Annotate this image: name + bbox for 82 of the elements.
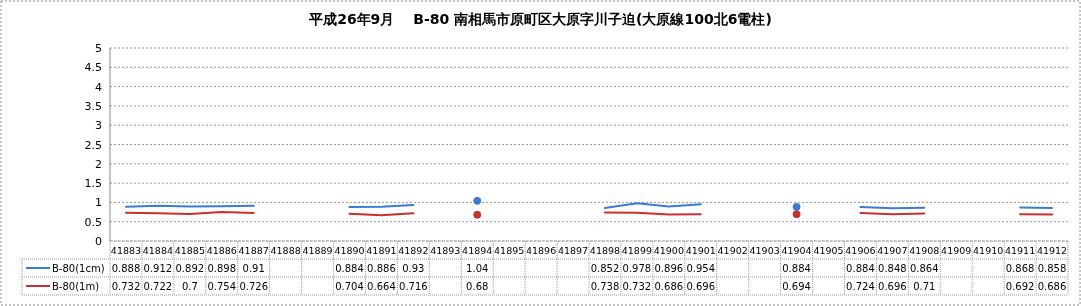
x-tick-label: 41888	[270, 245, 301, 256]
data-label: 0.896	[654, 263, 684, 274]
data-label: 0.954	[686, 263, 716, 274]
chart-title: 平成26年9月 B-80 南相馬市原町区大原字川子迫(大原線100北6電柱)	[308, 11, 772, 27]
y-tick-label: 0	[95, 235, 102, 248]
x-tick-label: 41898	[589, 245, 621, 256]
x-tick-label: 41904	[781, 245, 812, 256]
data-label: 0.898	[207, 263, 237, 274]
y-tick-label: 5	[95, 42, 102, 55]
x-tick-label: 41901	[685, 245, 716, 256]
data-label: 0.7	[181, 281, 198, 292]
x-tick-label: 41906	[845, 245, 876, 256]
y-tick-label: 3	[95, 119, 102, 133]
data-label: 0.68	[466, 281, 489, 292]
y-tick-label: 4	[95, 80, 102, 94]
data-label: 0.722	[143, 281, 173, 292]
data-label: 0.754	[207, 281, 237, 292]
x-tick-label: 41889	[302, 245, 333, 256]
x-tick-label: 41912	[1036, 245, 1068, 256]
x-tick-label: 41897	[557, 245, 589, 256]
y-tick-label: 2.5	[84, 138, 102, 152]
x-tick-label: 41884	[142, 245, 174, 256]
data-label: 0.858	[1037, 263, 1067, 274]
x-tick-label: 41885	[174, 245, 205, 256]
data-label: 0.848	[878, 263, 907, 274]
data-label: 0.692	[1005, 281, 1035, 292]
legend-label: B-80(1m)	[52, 281, 100, 292]
data-label: 0.868	[1005, 263, 1035, 274]
data-label: 1.04	[466, 263, 489, 274]
y-tick-label: 2	[95, 157, 102, 171]
x-tick-label: 41886	[206, 245, 237, 256]
x-tick-label: 41894	[462, 245, 493, 256]
x-tick-label: 41902	[717, 245, 748, 256]
x-tick-label: 41899	[621, 245, 653, 256]
x-tick-label: 41892	[398, 245, 429, 256]
x-tick-label: 41893	[430, 245, 461, 256]
data-label: 0.892	[175, 263, 205, 274]
x-tick-label: 41891	[366, 245, 397, 256]
x-tick-label: 41900	[653, 245, 684, 256]
x-tick-label: 41911	[1004, 245, 1036, 256]
data-label: 0.686	[1037, 281, 1067, 292]
data-label: 0.71	[913, 281, 936, 292]
data-label: 0.912	[143, 263, 173, 274]
data-label: 0.732	[111, 281, 141, 292]
y-tick-label: 3.5	[84, 99, 102, 113]
x-tick-label: 41887	[238, 245, 269, 256]
data-label: 0.726	[239, 281, 269, 292]
x-tick-label: 41903	[749, 245, 780, 256]
x-tick-label: 41905	[813, 245, 844, 256]
data-label: 0.884	[846, 263, 875, 274]
data-label: 0.886	[367, 263, 396, 274]
data-label: 0.732	[622, 281, 652, 292]
data-label: 0.724	[846, 281, 875, 292]
x-tick-label: 41908	[909, 245, 940, 256]
x-tick-label: 41909	[941, 245, 972, 256]
x-tick-label: 41896	[525, 245, 557, 256]
data-label: 0.93	[402, 263, 425, 274]
data-label: 0.884	[782, 263, 811, 274]
data-label: 0.864	[909, 263, 939, 274]
y-tick-label: 1	[95, 196, 102, 210]
y-tick-label: 0.5	[84, 215, 102, 229]
data-label: 0.738	[590, 281, 620, 292]
data-label: 0.696	[878, 281, 907, 292]
x-tick-label: 41895	[494, 245, 525, 256]
data-label: 0.664	[367, 281, 396, 292]
y-tick-label: 4.5	[84, 61, 102, 75]
data-label: 0.686	[654, 281, 684, 292]
y-tick-label: 1.5	[84, 177, 102, 191]
data-label: 0.888	[111, 263, 141, 274]
x-tick-label: 41883	[110, 245, 142, 256]
x-tick-label: 41890	[334, 245, 365, 256]
data-label: 0.852	[590, 263, 620, 274]
x-tick-label: 41910	[973, 245, 1004, 256]
data-label: 0.978	[622, 263, 652, 274]
legend-label: B-80(1cm)	[52, 263, 105, 274]
data-label: 0.884	[335, 263, 364, 274]
data-label: 0.91	[242, 263, 265, 274]
x-tick-label: 41907	[877, 245, 908, 256]
data-label: 0.694	[782, 281, 811, 292]
data-label: 0.704	[335, 281, 364, 292]
data-label: 0.696	[686, 281, 716, 292]
data-label: 0.716	[399, 281, 428, 292]
